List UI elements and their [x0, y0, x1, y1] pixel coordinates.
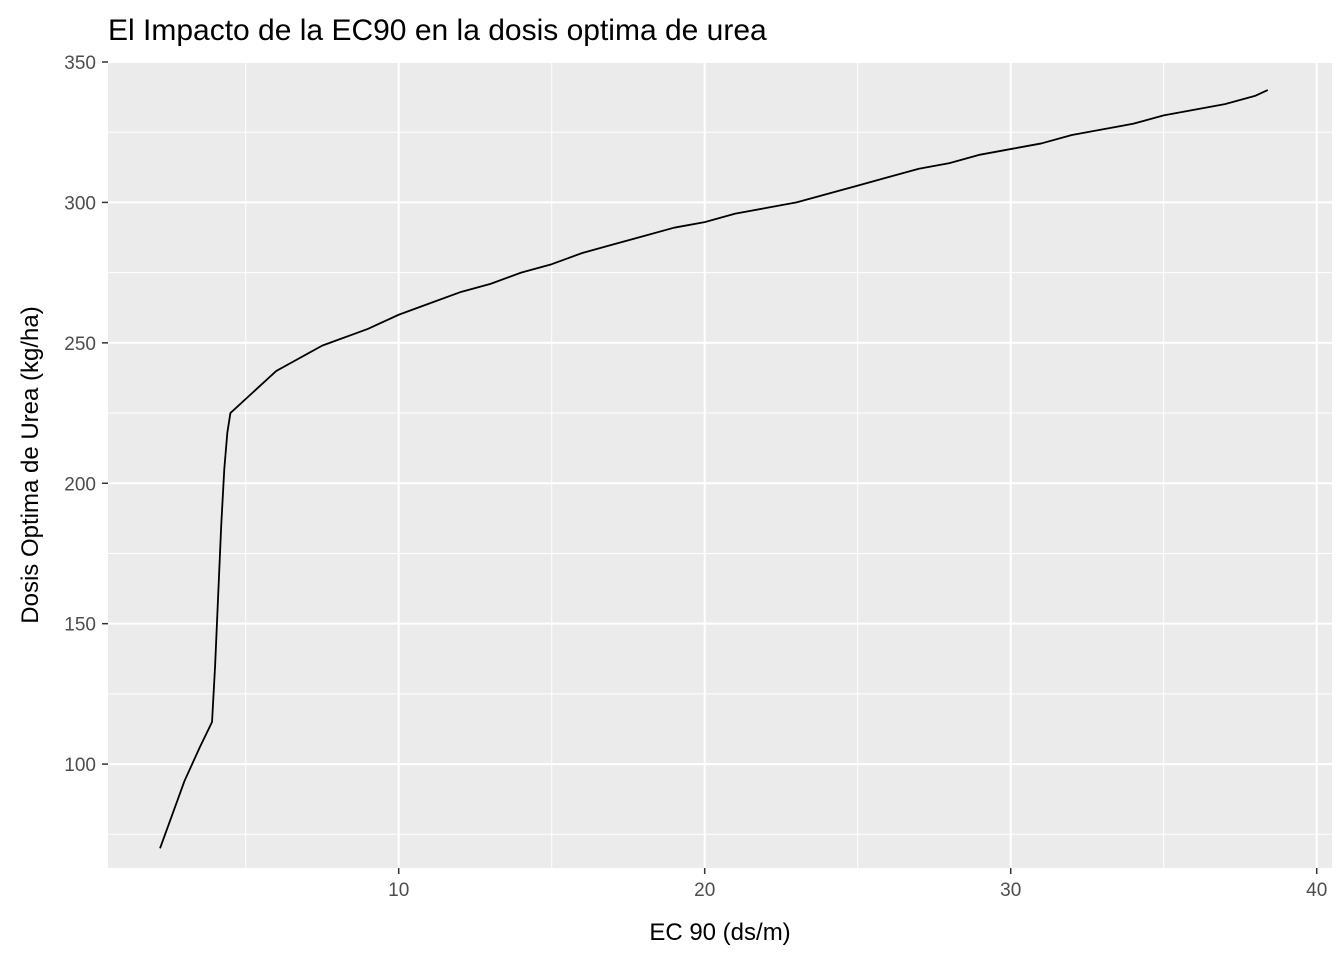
x-tick-label: 10 [388, 880, 409, 901]
y-tick-label: 150 [64, 615, 96, 636]
x-tick-label: 30 [1000, 880, 1021, 901]
y-axis-title: Dosis Optima de Urea (kg/ha) [17, 306, 44, 623]
y-tick-label: 100 [64, 755, 96, 776]
x-axis-title: EC 90 (ds/m) [649, 919, 790, 946]
major-gridlines [108, 61, 1332, 868]
y-tick-label: 200 [64, 474, 96, 495]
y-tick-label: 300 [64, 193, 96, 214]
series-line [159, 89, 1269, 849]
plot-panel [108, 62, 1332, 868]
x-tick-label: 40 [1306, 880, 1327, 901]
x-axis: 10 20 30 40 [388, 868, 1327, 901]
y-tick-label: 250 [64, 334, 96, 355]
y-axis: 100 150 200 250 300 350 [64, 53, 108, 776]
minor-gridlines [108, 62, 1332, 868]
y-tick-label: 350 [64, 53, 96, 74]
chart-title: El Impacto de la EC90 en la dosis optima… [108, 14, 767, 47]
x-tick-label: 20 [694, 880, 715, 901]
